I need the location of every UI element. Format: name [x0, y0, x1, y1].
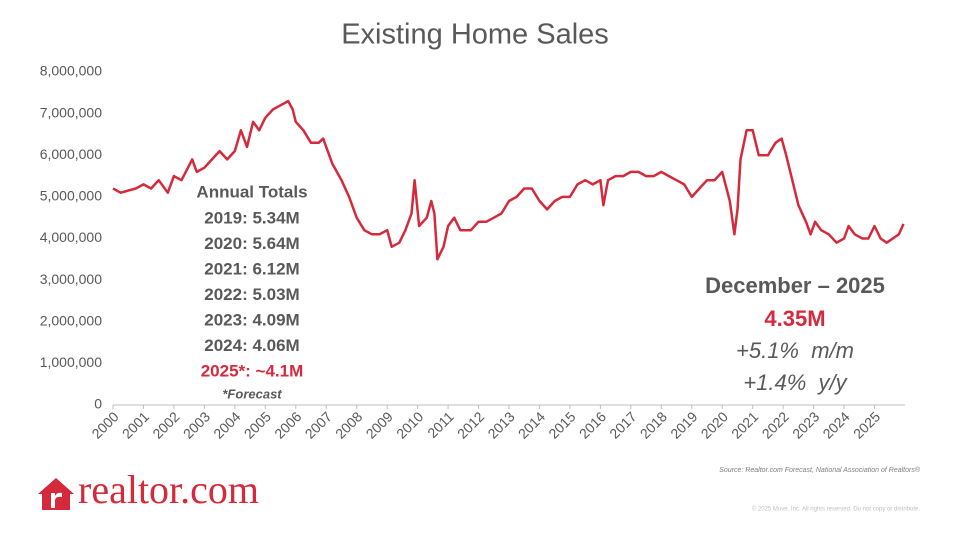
x-tick-label: 2012: [454, 408, 487, 441]
copyright: © 2025 Move, Inc. All rights reserved. D…: [752, 506, 921, 513]
x-tick-label: 2019: [667, 408, 700, 441]
x-tick-label: 2017: [606, 408, 639, 441]
highlight-yoy: +1.4% y/y: [743, 370, 848, 395]
x-tick-label: 2025: [850, 408, 883, 441]
x-tick-label: 2022: [759, 408, 792, 441]
x-tick-label: 2014: [515, 408, 548, 441]
x-tick-label: 2011: [424, 408, 457, 441]
x-tick-label: 2003: [180, 408, 213, 441]
annual-total: 2024: 4.06M: [204, 336, 299, 355]
forecast-total: 2025*: ~4.1M: [201, 361, 304, 380]
x-tick-label: 2004: [210, 408, 243, 441]
x-tick-label: 2002: [149, 408, 182, 441]
annual-total: 2023: 4.09M: [204, 310, 299, 329]
x-tick-label: 2024: [819, 408, 852, 441]
x-tick-label: 2013: [484, 408, 517, 441]
source: Source: Realtor.com Forecast, National A…: [719, 466, 921, 474]
annual-totals: Annual Totals 2019: 5.34M 2020: 5.64M 2021…: [196, 182, 307, 355]
y-tick-label: 8,000,000: [40, 63, 102, 79]
highlight-mom: +5.1% m/m: [736, 338, 854, 363]
annual-total: 2020: 5.64M: [204, 234, 299, 253]
y-tick-label: 0: [94, 396, 102, 412]
x-tick-label: 2001: [119, 408, 152, 441]
forecast-note: *Forecast: [222, 386, 282, 401]
x-tick-label: 2018: [637, 408, 670, 441]
x-tick-label: 2015: [545, 408, 578, 441]
x-tick-label: 2023: [789, 408, 822, 441]
x-tick-label: 2007: [302, 408, 335, 441]
highlight-value: 4.35M: [764, 306, 825, 331]
sales-line: [112, 99, 905, 261]
y-tick-label: 7,000,000: [40, 104, 102, 120]
annual-total: 2019: 5.34M: [204, 208, 299, 227]
y-tick-label: 5,000,000: [40, 188, 102, 204]
y-tick-label: 2,000,000: [40, 312, 102, 328]
logo-icon: [38, 478, 74, 510]
x-tick-label: 2005: [241, 408, 274, 441]
x-tick-label: 2009: [363, 408, 396, 441]
y-tick-label: 4,000,000: [40, 229, 102, 245]
annual-totals-title: Annual Totals: [196, 182, 307, 201]
annual-total: 2021: 6.12M: [204, 259, 299, 278]
y-tick-label: 3,000,000: [40, 271, 102, 287]
highlight-title: December – 2025: [705, 273, 885, 298]
x-tick-label: 2021: [728, 408, 761, 441]
x-tick-label: 2008: [332, 408, 365, 441]
x-tick-label: 2016: [576, 408, 609, 441]
x-tick-label: 2006: [271, 408, 304, 441]
chart-title: Existing Home Sales: [341, 19, 609, 51]
x-tick-label: 2000: [88, 408, 121, 441]
y-tick-label: 1,000,000: [40, 354, 102, 370]
x-tick-label: 2020: [698, 408, 731, 441]
logo-text: realtor.com: [78, 467, 259, 512]
y-tick-label: 6,000,000: [40, 146, 102, 162]
x-tick-label: 2010: [393, 408, 426, 441]
annual-total: 2022: 5.03M: [204, 285, 299, 304]
